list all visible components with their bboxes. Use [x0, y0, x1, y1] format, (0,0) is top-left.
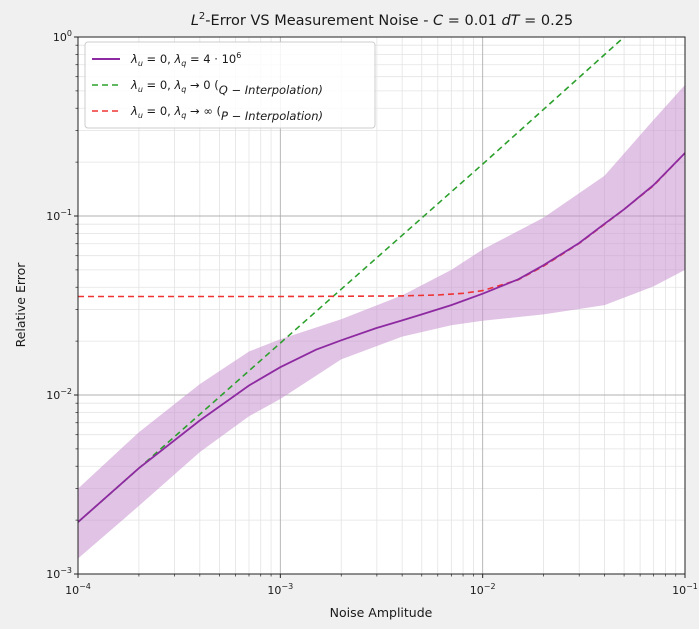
x-tick-label: 10−3 [267, 582, 293, 597]
legend-box [84, 41, 376, 129]
x-tick-label: 10−4 [65, 582, 91, 597]
series-line-2 [78, 37, 625, 523]
band-layer [78, 84, 685, 559]
legend-entry-series-3: λu = 0, λq → ∞ (P − Interpolation) [130, 104, 323, 123]
legend-entry-series-1: λu = 0, λq = 4 · 106 [130, 51, 241, 68]
x-axis-label: Noise Amplitude [330, 605, 433, 620]
plot-frame [77, 36, 686, 575]
series-layer [78, 37, 685, 523]
legend: λu = 0, λq = 4 · 106 λu = 0, λq → 0 (Q −… [84, 41, 376, 129]
y-tick-label: 10−3 [46, 566, 72, 581]
x-tick-label: 10−1 [672, 582, 698, 597]
y-axis-label: Relative Error [13, 262, 28, 348]
series-line-1 [78, 152, 685, 523]
y-tick-label: 100 [53, 29, 72, 44]
y-tick-label: 10−1 [46, 208, 72, 223]
x-tick-label: 10−2 [470, 582, 496, 597]
uncertainty-band [78, 84, 685, 559]
chart-title: L2-Error VS Measurement Noise - C = 0.01… [191, 11, 573, 29]
y-tick-label: 10−2 [46, 387, 72, 402]
legend-entry-series-2: λu = 0, λq → 0 (Q − Interpolation) [130, 78, 323, 97]
